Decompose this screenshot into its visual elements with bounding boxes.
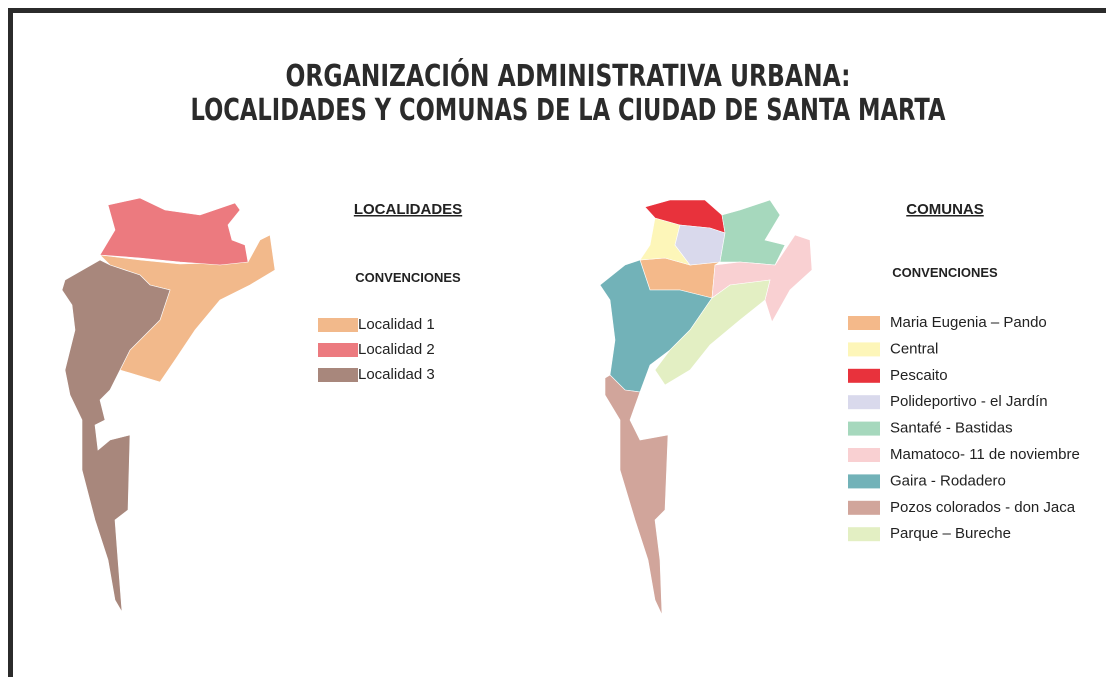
title-line: LOCALIDADES Y COMUNAS DE LA CIUDAD DE SA… (191, 93, 947, 128)
legend-swatch (848, 474, 880, 489)
legend-label: Gaira - Rodadero (890, 472, 1006, 489)
legend-swatch (848, 395, 880, 410)
region (654, 279, 771, 386)
legend-label: Mamatoco- 11 de noviembre (890, 446, 1080, 463)
legend-label: Localidad 3 (358, 366, 435, 383)
legend-label: Localidad 2 (358, 341, 435, 358)
legends: Localidad 1 Localidad 2 Localidad 3 Maria E… (318, 314, 1080, 542)
region (61, 259, 171, 613)
legend-swatch (318, 368, 358, 382)
localidades-map (61, 197, 276, 613)
region (99, 197, 249, 266)
legend-label: Polideportivo - el Jardín (890, 393, 1048, 410)
legend-label: Pescaito (890, 367, 948, 384)
legend-conventions: CONVENCIONES (892, 265, 998, 280)
legend-heading: LOCALIDADES (354, 201, 462, 218)
legend-label: Santafé - Bastidas (890, 420, 1013, 437)
legend-swatch (848, 448, 880, 462)
comunas-map (599, 199, 813, 616)
legend-swatch (848, 421, 880, 436)
legend-swatch (848, 368, 880, 383)
frame-top (8, 8, 1106, 13)
legend-label: Parque – Bureche (890, 525, 1011, 542)
frame-left (8, 8, 13, 677)
legend-heading: COMUNAS (906, 201, 984, 218)
legend-label: Maria Eugenia – Pando (890, 314, 1047, 331)
legend-conventions: CONVENCIONES (355, 270, 461, 285)
region (719, 199, 786, 266)
legend-swatch (848, 316, 880, 330)
region (604, 374, 669, 616)
legend-swatch (848, 527, 880, 542)
legend-swatch (318, 318, 358, 332)
legend-swatch (848, 500, 880, 515)
legend-label: Central (890, 340, 938, 357)
legend-label: Pozos colorados - don Jaca (890, 499, 1076, 516)
legend-swatch (318, 343, 358, 357)
title-line: ORGANIZACIÓN ADMINISTRATIVA URBANA: (286, 57, 851, 94)
legend-swatch (848, 342, 880, 357)
legend-label: Localidad 1 (358, 316, 435, 333)
